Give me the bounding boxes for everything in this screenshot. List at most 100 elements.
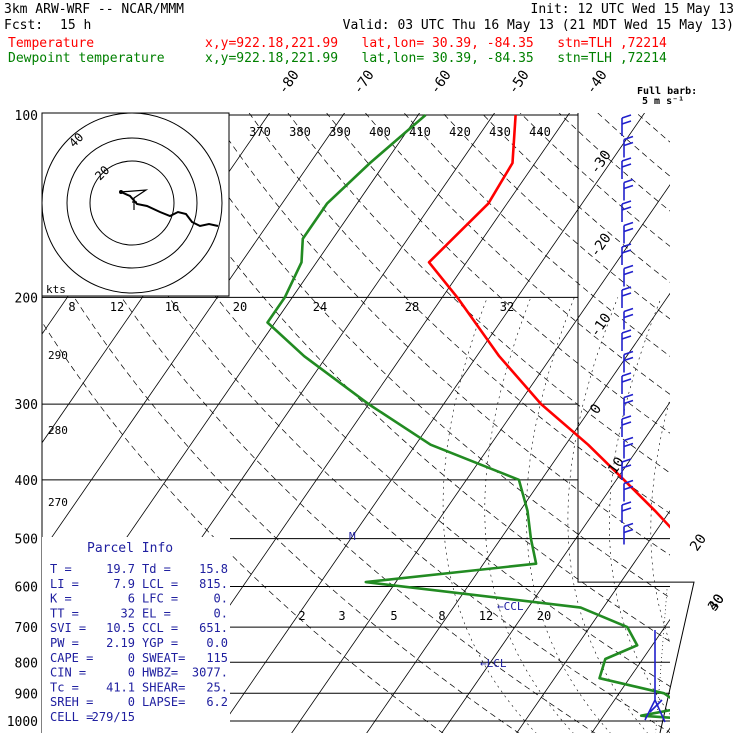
- wind-barb-flag: [623, 442, 634, 448]
- legend-temperature-name: Temperature: [8, 36, 95, 51]
- wind-barb-flag: [623, 227, 634, 233]
- isotherm-line: [291, 184, 670, 733]
- parcel-info-cell: 2.19: [106, 636, 135, 650]
- dry-adiabat-line: [403, 113, 670, 357]
- isotherm-line: [366, 292, 670, 733]
- parcel-info-cell: 41.1: [106, 680, 135, 694]
- wind-barb-flag: [623, 350, 634, 356]
- mixing-ratio-label: 3: [338, 609, 345, 623]
- parcel-info-cell: 6: [128, 592, 135, 606]
- theta-label: 400: [369, 125, 391, 139]
- parcel-info-cell: LFC =: [142, 592, 178, 606]
- parcel-info-cell: 0: [128, 666, 135, 680]
- wind-barb-flag: [623, 399, 634, 405]
- parcel-info-cell: 19.7: [106, 562, 135, 576]
- barb-legend-title: Full barb:: [637, 86, 697, 97]
- parcel-info-cell: LI =: [50, 577, 79, 591]
- parcel-info-cell: CAPE =: [50, 651, 93, 665]
- lcl-marker: ←LCL: [480, 657, 507, 670]
- wind-barb-flag: [623, 135, 634, 141]
- hodograph-speed-label: 20: [233, 300, 247, 314]
- dry-adiabat-line: [42, 243, 520, 733]
- legend-dewpoint-info: x,y=922.18,221.99 lat,lon= 30.39, -84.35…: [205, 51, 667, 66]
- parcel-info-title: Parcel Info: [87, 541, 173, 556]
- parcel-info-cell: 0: [128, 651, 135, 665]
- isotherm-line: [42, 113, 346, 553]
- legend-temperature-info: x,y=922.18,221.99 lat,lon= 30.39, -84.35…: [205, 36, 667, 51]
- mixing-ratio-label: 2: [298, 609, 305, 623]
- dry-adiabat-line: [365, 113, 670, 395]
- pressure-tick-label: 700: [15, 621, 38, 636]
- moist-adiabat-line: [692, 297, 740, 733]
- wind-barb-flag: [623, 313, 634, 319]
- hodograph-trace: [120, 191, 219, 228]
- wind-barb-flag: [621, 415, 632, 420]
- wind-barb-flag: [623, 393, 634, 399]
- parcel-info-cell: Tc =: [50, 680, 79, 694]
- isotherm-label: -40: [583, 67, 611, 97]
- mixing-ratio-label: 20: [537, 609, 551, 623]
- wind-barb-flag: [621, 200, 632, 205]
- isotherm-line: [591, 618, 670, 733]
- dry-adiabat-line: [287, 113, 670, 474]
- dry-adiabat-line: [646, 87, 740, 734]
- parcel-info-cell: PW =: [50, 636, 79, 650]
- wind-barb-flag: [621, 120, 632, 125]
- wind-barb-flag: [623, 436, 634, 442]
- pressure-tick-label: 800: [15, 656, 38, 671]
- mixing-ratio-label: 5: [390, 609, 397, 623]
- barb-column-edge: [577, 538, 695, 734]
- theta-label: 420: [449, 125, 471, 139]
- hodograph-unit-label: kts: [46, 283, 66, 296]
- isotherm-label: -80: [275, 67, 303, 97]
- isotherm-label: -50: [505, 67, 533, 97]
- isotherm-line: [441, 401, 670, 733]
- wind-barb-flag: [623, 270, 634, 276]
- dry-adiabat-line: [442, 113, 670, 320]
- moist-adiabat-line: [442, 297, 537, 733]
- parcel-info-cell: 32: [121, 606, 135, 620]
- pressure-tick-label: 200: [15, 291, 38, 306]
- parcel-panel-bg: [42, 537, 230, 733]
- dry-adiabat-line: [636, 113, 670, 143]
- wind-barb-flag: [621, 286, 632, 291]
- hodograph-speed-label: 16: [165, 300, 179, 314]
- wind-barb-flag: [621, 329, 632, 334]
- theta-label: 410: [409, 125, 431, 139]
- wind-barb-flag: [621, 335, 632, 340]
- wind-barb-surface: [644, 630, 666, 723]
- isotherm-label: 30: [705, 591, 728, 614]
- ccl-marker: ←CCL: [497, 600, 524, 613]
- parcel-info-cell: 651.: [199, 621, 228, 635]
- legend-dewpoint-name: Dewpoint temperature: [8, 51, 165, 66]
- parcel-info-cell: EL =: [142, 606, 171, 620]
- pressure-tick-label: 500: [15, 533, 38, 548]
- parcel-info-cell: 0.: [214, 592, 228, 606]
- dry-adiabat-line: [558, 113, 670, 212]
- parcel-info-cell: HWBZ=: [142, 666, 178, 680]
- dry-adiabat-label: 270: [48, 496, 68, 509]
- isotherm-label: -60: [427, 67, 455, 97]
- barb-legend-unit: 5 m s⁻¹: [642, 96, 684, 107]
- moist-adiabat-line: [484, 297, 574, 733]
- dry-adiabat-line: [684, 87, 740, 734]
- parcel-info-cell: 15.8: [199, 562, 228, 576]
- level-m-marker: M: [349, 530, 356, 543]
- init-time: Init: 12 UTC Wed 15 May 13: [530, 2, 735, 17]
- hodograph-speed-label: 8: [68, 300, 75, 314]
- wind-barb-flag: [623, 485, 634, 491]
- parcel-info-cell: 7.9: [113, 577, 135, 591]
- pressure-tick-label: 600: [15, 581, 38, 596]
- isotherm-line: [516, 510, 670, 733]
- dry-adiabat-label: 280: [48, 424, 68, 437]
- wind-barb-flag: [621, 372, 632, 377]
- dry-adiabat-line: [93, 113, 670, 687]
- wind-barb-flag: [621, 206, 632, 211]
- theta-label: 380: [289, 125, 311, 139]
- moist-adiabat-line: [526, 297, 611, 733]
- mixing-ratio-line: [655, 586, 668, 733]
- wind-barb-flag: [621, 243, 632, 248]
- temperature-profile-line: [427, 114, 670, 529]
- isotherm-label: 0: [587, 401, 605, 417]
